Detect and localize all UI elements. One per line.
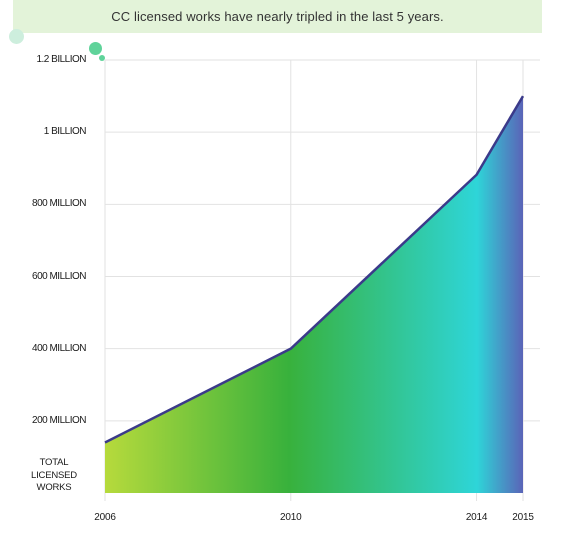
- x-tick-label: 2010: [280, 512, 302, 523]
- y-tick-label: 800 MILLION: [32, 198, 86, 210]
- x-tick-label: 2006: [94, 512, 116, 523]
- x-tick-label: 2015: [512, 512, 534, 523]
- chart-title: CC licensed works have nearly tripled in…: [111, 9, 444, 24]
- decorative-bubble-medium: [89, 42, 102, 55]
- y-axis-label: TOTAL LICENSED WORKS: [31, 457, 77, 493]
- y-tick-label: 1 BILLION: [43, 126, 87, 138]
- y-tick-label: 1.2 BILLION: [36, 54, 86, 65]
- area-fill: [105, 96, 523, 493]
- y-tick-label: 400 MILLION: [32, 342, 86, 354]
- y-tick-label: 200 MILLION: [32, 414, 86, 426]
- series-line: [104, 95, 525, 444]
- area-layer: [104, 95, 525, 493]
- chart-title-banner: CC licensed works have nearly tripled in…: [13, 0, 542, 33]
- decorative-bubble-small: [99, 55, 105, 61]
- y-tick-label: 600 MILLION: [32, 270, 86, 282]
- x-tick-label: 2014: [465, 512, 488, 523]
- decorative-bubble-large: [9, 29, 24, 44]
